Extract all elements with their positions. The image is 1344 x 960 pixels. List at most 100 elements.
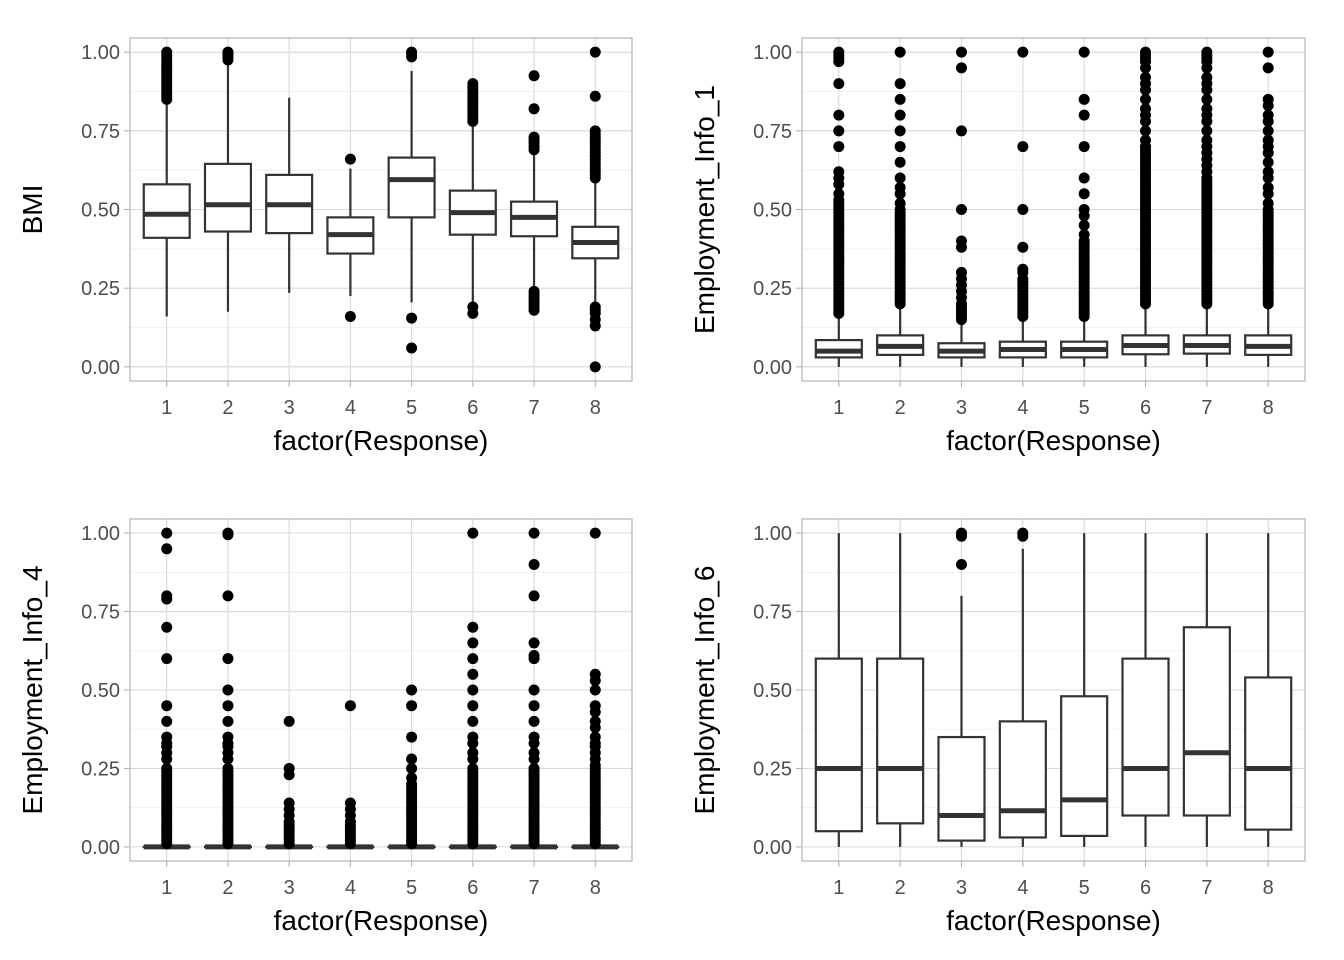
outlier-point — [1078, 172, 1090, 184]
outlier-point — [1017, 46, 1029, 58]
outlier-point — [894, 181, 906, 193]
outlier-point — [528, 558, 540, 570]
outlier-point — [1201, 46, 1213, 58]
outlier-point — [406, 684, 418, 696]
iqr-box — [142, 183, 191, 239]
iqr-box — [203, 162, 253, 233]
x-axis-title: factor(Response) — [946, 425, 1161, 456]
y-axis-title: BMI — [17, 185, 48, 235]
outlier-point — [894, 109, 906, 121]
y-tick-label: 0.25 — [81, 758, 120, 780]
outlier-point — [1017, 204, 1029, 215]
panel-border — [129, 518, 633, 862]
panel-1: 0.00 0.25 0.50 0.75 1.00 1 2 3 4 5 6 7 8 factor(Respo… — [17, 37, 633, 456]
outlier-point — [222, 731, 234, 743]
x-tick-label: 1 — [161, 397, 172, 419]
outlier-point — [955, 204, 967, 215]
y-tick-label: 0.00 — [81, 357, 120, 379]
outlier-point — [406, 46, 418, 58]
outlier-point — [589, 301, 601, 313]
box-8 — [1244, 533, 1293, 847]
outlier-point — [589, 90, 601, 102]
outlier-point — [589, 668, 601, 680]
x-tick-label: 5 — [406, 397, 417, 419]
y-tick-label: 1.00 — [81, 523, 120, 545]
outlier-point — [833, 78, 845, 90]
outlier-point — [1262, 134, 1274, 146]
y-tick-label: 0.25 — [753, 758, 792, 780]
box-6 — [1121, 46, 1170, 367]
y-tick-label: 0.50 — [81, 680, 120, 702]
outlier-point — [528, 285, 540, 297]
outlier-point — [955, 235, 967, 247]
outlier-point — [467, 78, 479, 90]
y-tick-label: 0.00 — [753, 357, 792, 379]
outlier-point — [467, 301, 479, 313]
outlier-point — [833, 141, 845, 153]
box-1 — [814, 46, 863, 367]
outlier-point — [406, 762, 418, 774]
box-1 — [814, 533, 863, 847]
outlier-point — [467, 684, 479, 696]
x-tick-label: 2 — [895, 877, 906, 899]
outlier-point — [1201, 103, 1213, 115]
box-4 — [998, 527, 1047, 847]
box-5 — [1060, 46, 1109, 367]
box-5 — [1060, 533, 1109, 847]
outlier-point — [1201, 71, 1213, 83]
outlier-point — [528, 684, 540, 696]
iqr-box — [1060, 695, 1109, 837]
box-3 — [265, 97, 314, 293]
outlier-point — [1140, 103, 1152, 115]
outlier-point — [1017, 527, 1029, 539]
y-tick-label: 1.00 — [81, 42, 120, 64]
x-tick-label: 8 — [1263, 877, 1274, 899]
iqr-box — [1244, 676, 1293, 831]
outlier-point — [589, 731, 601, 743]
box-2 — [876, 533, 925, 847]
outlier-point — [1262, 181, 1274, 193]
outlier-point — [344, 797, 356, 809]
x-tick-label: 1 — [161, 877, 172, 899]
outlier-point — [528, 70, 540, 82]
outlier-point — [161, 762, 173, 774]
iqr-box — [387, 156, 436, 219]
box-3 — [937, 527, 986, 847]
box-8 — [1244, 46, 1293, 367]
x-tick-label: 8 — [590, 397, 601, 419]
outlier-point — [406, 772, 418, 784]
x-tick-label: 6 — [467, 877, 478, 899]
outlier-point — [1078, 188, 1090, 200]
outlier-point — [222, 700, 234, 712]
outlier-point — [406, 700, 418, 712]
outlier-point — [1262, 156, 1274, 168]
outlier-point — [161, 590, 173, 602]
x-tick-label: 3 — [956, 877, 967, 899]
outlier-point — [1140, 134, 1152, 146]
outlier-point — [894, 141, 906, 153]
x-axis-title: factor(Response) — [946, 905, 1161, 936]
outlier-point — [894, 197, 906, 209]
outlier-point — [955, 46, 967, 58]
x-axis-title: factor(Response) — [274, 425, 489, 456]
outlier-point — [467, 715, 479, 727]
y-tick-label: 0.75 — [753, 602, 792, 624]
iqr-box — [876, 657, 925, 825]
x-axis-title: factor(Response) — [274, 905, 489, 936]
x-tick-label: 2 — [222, 877, 233, 899]
x-tick-label: 4 — [1017, 397, 1028, 419]
outlier-point — [161, 731, 173, 743]
x-tick-label: 4 — [345, 397, 356, 419]
panel-3: 0.00 0.25 0.50 0.75 1.00 1 2 3 4 5 6 7 8 factor(Respo… — [17, 518, 633, 936]
outlier-point — [1262, 109, 1274, 121]
x-tick-label: 1 — [833, 397, 844, 419]
outlier-point — [222, 527, 234, 539]
outlier-point — [1201, 93, 1213, 105]
outlier-point — [955, 125, 967, 137]
outlier-point — [222, 762, 234, 774]
outlier-point — [283, 762, 295, 774]
x-tick-label: 3 — [284, 397, 295, 419]
outlier-point — [528, 762, 540, 774]
outlier-point — [467, 653, 479, 665]
outlier-point — [589, 684, 601, 696]
